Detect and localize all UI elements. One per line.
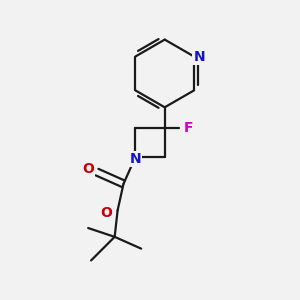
Text: N: N [130, 152, 141, 166]
Text: N: N [194, 50, 205, 64]
Text: F: F [184, 121, 193, 135]
Text: O: O [100, 206, 112, 220]
Text: O: O [82, 162, 94, 176]
